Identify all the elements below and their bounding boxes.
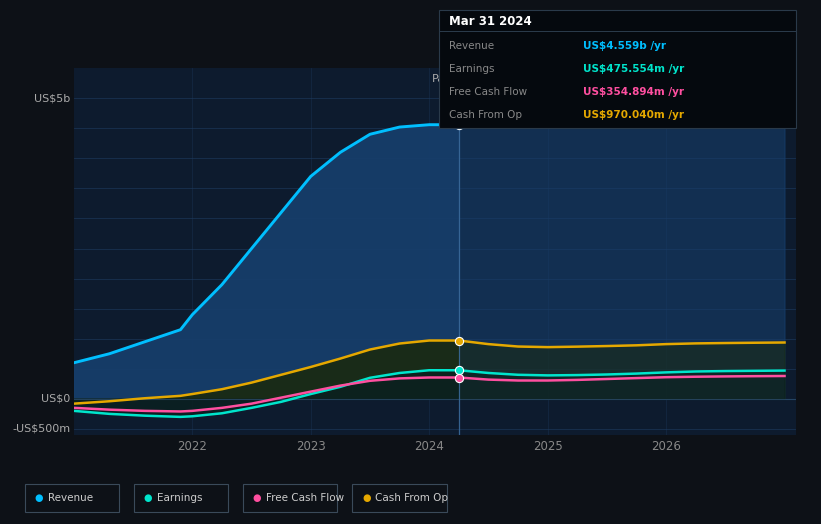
Text: Free Cash Flow: Free Cash Flow	[266, 493, 344, 503]
Text: US$970.040m /yr: US$970.040m /yr	[583, 110, 684, 121]
Text: Cash From Op: Cash From Op	[375, 493, 448, 503]
Text: US$0: US$0	[41, 394, 71, 404]
Text: Earnings: Earnings	[157, 493, 202, 503]
Text: Past: Past	[432, 73, 455, 83]
Text: ●: ●	[34, 493, 43, 503]
Text: Earnings: Earnings	[449, 64, 494, 74]
Point	[452, 336, 466, 345]
Text: US$354.894m /yr: US$354.894m /yr	[583, 87, 684, 97]
Point	[452, 121, 466, 129]
Text: ●: ●	[144, 493, 152, 503]
Text: -US$500m: -US$500m	[12, 424, 71, 434]
Text: ●: ●	[362, 493, 370, 503]
Text: Revenue: Revenue	[449, 41, 494, 51]
Text: US$4.559b /yr: US$4.559b /yr	[583, 41, 666, 51]
Text: US$475.554m /yr: US$475.554m /yr	[583, 64, 684, 74]
Text: ●: ●	[253, 493, 261, 503]
Text: Free Cash Flow: Free Cash Flow	[449, 87, 527, 97]
Text: Mar 31 2024: Mar 31 2024	[449, 15, 532, 28]
Text: US$5b: US$5b	[34, 93, 71, 103]
Text: Analysts Forecasts: Analysts Forecasts	[467, 73, 571, 83]
Point	[452, 366, 466, 375]
Text: Cash From Op: Cash From Op	[449, 110, 522, 121]
Text: Revenue: Revenue	[48, 493, 93, 503]
Point	[452, 373, 466, 381]
